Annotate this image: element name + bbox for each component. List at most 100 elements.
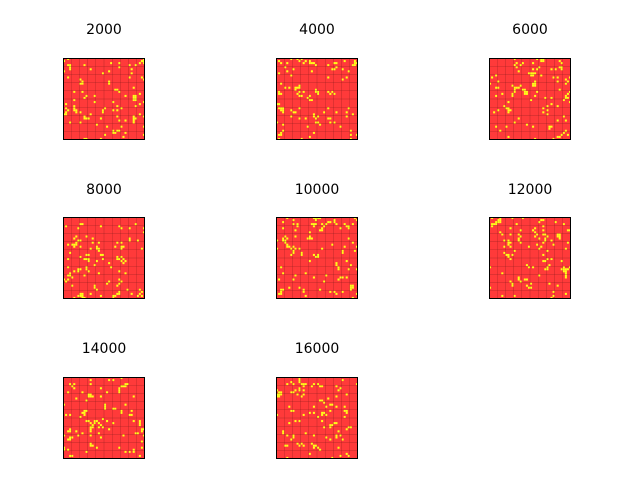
heatmap-cell xyxy=(124,272,127,275)
heatmap-cell xyxy=(282,107,285,110)
heatmap-cell xyxy=(534,231,537,234)
heatmap-cell xyxy=(278,395,281,398)
heatmap-cell xyxy=(505,253,508,256)
heatmap-cell xyxy=(314,88,317,91)
heatmap-cell xyxy=(329,117,332,120)
heatmap-cell xyxy=(114,88,117,91)
heatmap-frame xyxy=(276,58,358,140)
heatmap-cell xyxy=(560,133,563,136)
heatmap-cell xyxy=(497,86,500,89)
heatmap-cell xyxy=(108,262,111,265)
heatmap-cell xyxy=(542,107,545,110)
heatmap-cell xyxy=(69,428,72,431)
heatmap-cell xyxy=(87,395,90,398)
heatmap-cell xyxy=(351,284,354,287)
heatmap-cell xyxy=(351,64,354,67)
heatmap-cell xyxy=(546,105,549,108)
heatmap-cell xyxy=(288,422,291,425)
heatmap-cell xyxy=(142,101,145,104)
heatmap-cell xyxy=(91,444,94,447)
heatmap-cell xyxy=(321,227,324,230)
heatmap-cell xyxy=(306,96,309,99)
heatmap-cell xyxy=(337,278,340,281)
heatmap-cell xyxy=(540,58,543,61)
heatmap-cell xyxy=(329,438,332,441)
heatmap-cell xyxy=(562,223,565,226)
heatmap-cell xyxy=(95,245,98,248)
heatmap-cell xyxy=(540,219,543,222)
heatmap-panel-12000 xyxy=(489,217,571,299)
heatmap-cell xyxy=(341,251,344,254)
heatmap-cell xyxy=(79,415,82,418)
heatmap-cell xyxy=(67,391,70,394)
heatmap-cell xyxy=(75,243,78,246)
heatmap-panel-2000 xyxy=(63,58,145,140)
heatmap-cell xyxy=(298,420,301,423)
heatmap-cell xyxy=(333,221,336,224)
heatmap-cell xyxy=(314,223,317,226)
heatmap-cell xyxy=(509,245,512,248)
heatmap-cell xyxy=(321,413,324,416)
heatmap-cell xyxy=(142,58,145,61)
heatmap-cell xyxy=(515,223,518,226)
heatmap-cell xyxy=(550,103,553,106)
heatmap-cell xyxy=(83,137,86,140)
heatmap-cell xyxy=(91,241,94,244)
heatmap-cell xyxy=(101,426,104,429)
heatmap-cell xyxy=(525,90,528,93)
heatmap-cell xyxy=(489,82,492,85)
heatmap-cell xyxy=(312,444,315,447)
heatmap-cell xyxy=(333,68,336,71)
heatmap-cell xyxy=(97,426,100,429)
heatmap-cell xyxy=(278,133,281,136)
heatmap-cell xyxy=(85,266,88,269)
heatmap-cell xyxy=(89,247,92,250)
heatmap-cell xyxy=(351,241,354,244)
heatmap-cell xyxy=(335,436,338,439)
heatmap-cell xyxy=(345,393,348,396)
heatmap-cell xyxy=(298,381,301,384)
heatmap-cell xyxy=(118,278,121,281)
heatmap-cell xyxy=(292,391,295,394)
heatmap-frame xyxy=(63,217,145,299)
heatmap-cell xyxy=(554,68,557,71)
heatmap-cell xyxy=(491,76,494,79)
heatmap-cell xyxy=(511,94,514,97)
heatmap-cell xyxy=(142,434,145,437)
heatmap-cell xyxy=(67,266,70,269)
heatmap-cell xyxy=(101,109,104,112)
heatmap-cell xyxy=(345,111,348,114)
heatmap-cell xyxy=(507,107,510,110)
heatmap-cell xyxy=(280,92,283,95)
heatmap-cell xyxy=(556,284,559,287)
heatmap-cell xyxy=(99,253,102,256)
heatmap-cell xyxy=(534,137,537,140)
heatmap-cell xyxy=(314,444,317,447)
heatmap-cell xyxy=(67,448,70,451)
heatmap-cell xyxy=(335,405,338,408)
heatmap-cell xyxy=(91,237,94,240)
heatmap-cell xyxy=(550,258,553,261)
heatmap-cell xyxy=(280,266,283,269)
heatmap-cell xyxy=(353,64,356,67)
heatmap-cell xyxy=(304,383,307,386)
heatmap-cell xyxy=(73,245,76,248)
heatmap-cell xyxy=(542,58,545,61)
heatmap-cell xyxy=(124,131,127,134)
heatmap-cell xyxy=(278,137,281,140)
heatmap-cell xyxy=(298,286,301,289)
heatmap-cell xyxy=(509,280,512,283)
heatmap-cell xyxy=(568,229,571,232)
heatmap-cell xyxy=(513,121,516,124)
heatmap-cell xyxy=(75,235,78,238)
heatmap-cell xyxy=(542,241,545,244)
heatmap-cell xyxy=(333,92,336,95)
heatmap-cell xyxy=(497,219,500,222)
heatmap-cell xyxy=(298,117,301,120)
heatmap-cell xyxy=(132,94,135,97)
heatmap-cell xyxy=(308,260,311,263)
heatmap-cell xyxy=(296,393,299,396)
heatmap-cell xyxy=(493,223,496,226)
heatmap-cell xyxy=(65,103,68,106)
heatmap-cell xyxy=(566,92,569,95)
